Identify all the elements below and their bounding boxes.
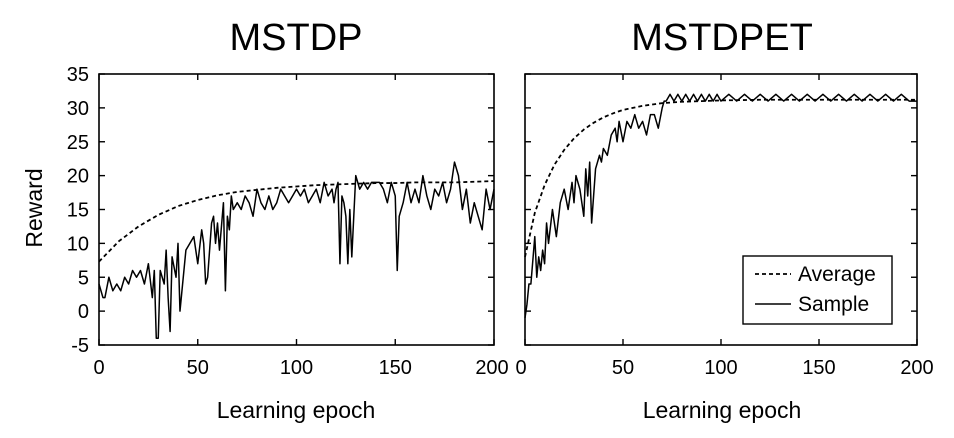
tick-group: 0 50 100 150 200 — [515, 73, 934, 379]
legend: Average Sample — [742, 255, 893, 325]
x-tick-label: 100 — [704, 357, 737, 379]
y-tick-label: 20 — [67, 166, 89, 188]
x-tick-label: 0 — [515, 357, 526, 379]
x-tick-label: 150 — [379, 357, 412, 379]
plot-frame — [98, 73, 495, 346]
y-axis-label: Reward — [21, 168, 47, 247]
chart-panel-mstdp: MSTDP Reward Learning epoch 0 50 100 150 200… — [21, 17, 509, 423]
series-line-sample — [524, 93, 917, 319]
y-tick-label: 35 — [67, 64, 89, 86]
x-tick-label: 100 — [280, 357, 313, 379]
series-group — [98, 161, 495, 339]
x-tick-label: 50 — [612, 357, 634, 379]
y-tick-label: 5 — [78, 267, 89, 289]
y-tick-label: 0 — [78, 301, 89, 323]
chart-title: MSTDPET — [631, 17, 813, 59]
plot-frame — [524, 73, 918, 346]
x-tick-label: 150 — [802, 357, 835, 379]
y-tick-label: 15 — [67, 200, 89, 222]
y-tick-label: 25 — [67, 132, 89, 154]
legend-label-average: Average — [798, 263, 876, 286]
series-group — [524, 93, 917, 319]
x-axis-label: Learning epoch — [217, 397, 376, 423]
y-tick-label: 10 — [67, 233, 89, 255]
legend-label-sample: Sample — [798, 293, 869, 316]
x-tick-label: 200 — [900, 357, 933, 379]
chart-title: MSTDP — [230, 17, 363, 59]
chart-panel-mstdpet: MSTDPET Learning epoch 0 50 100 150 200 Aver… — [515, 17, 933, 423]
y-tick-label: -5 — [71, 335, 89, 357]
series-line-average — [98, 180, 495, 263]
x-tick-label: 200 — [475, 357, 508, 379]
series-line-average — [524, 98, 917, 258]
x-axis-label: Learning epoch — [643, 397, 802, 423]
legend-box — [742, 255, 893, 325]
x-tick-label: 50 — [187, 357, 209, 379]
x-tick-label: 0 — [93, 357, 104, 379]
y-tick-label: 30 — [67, 98, 89, 120]
series-line-sample — [98, 161, 495, 339]
